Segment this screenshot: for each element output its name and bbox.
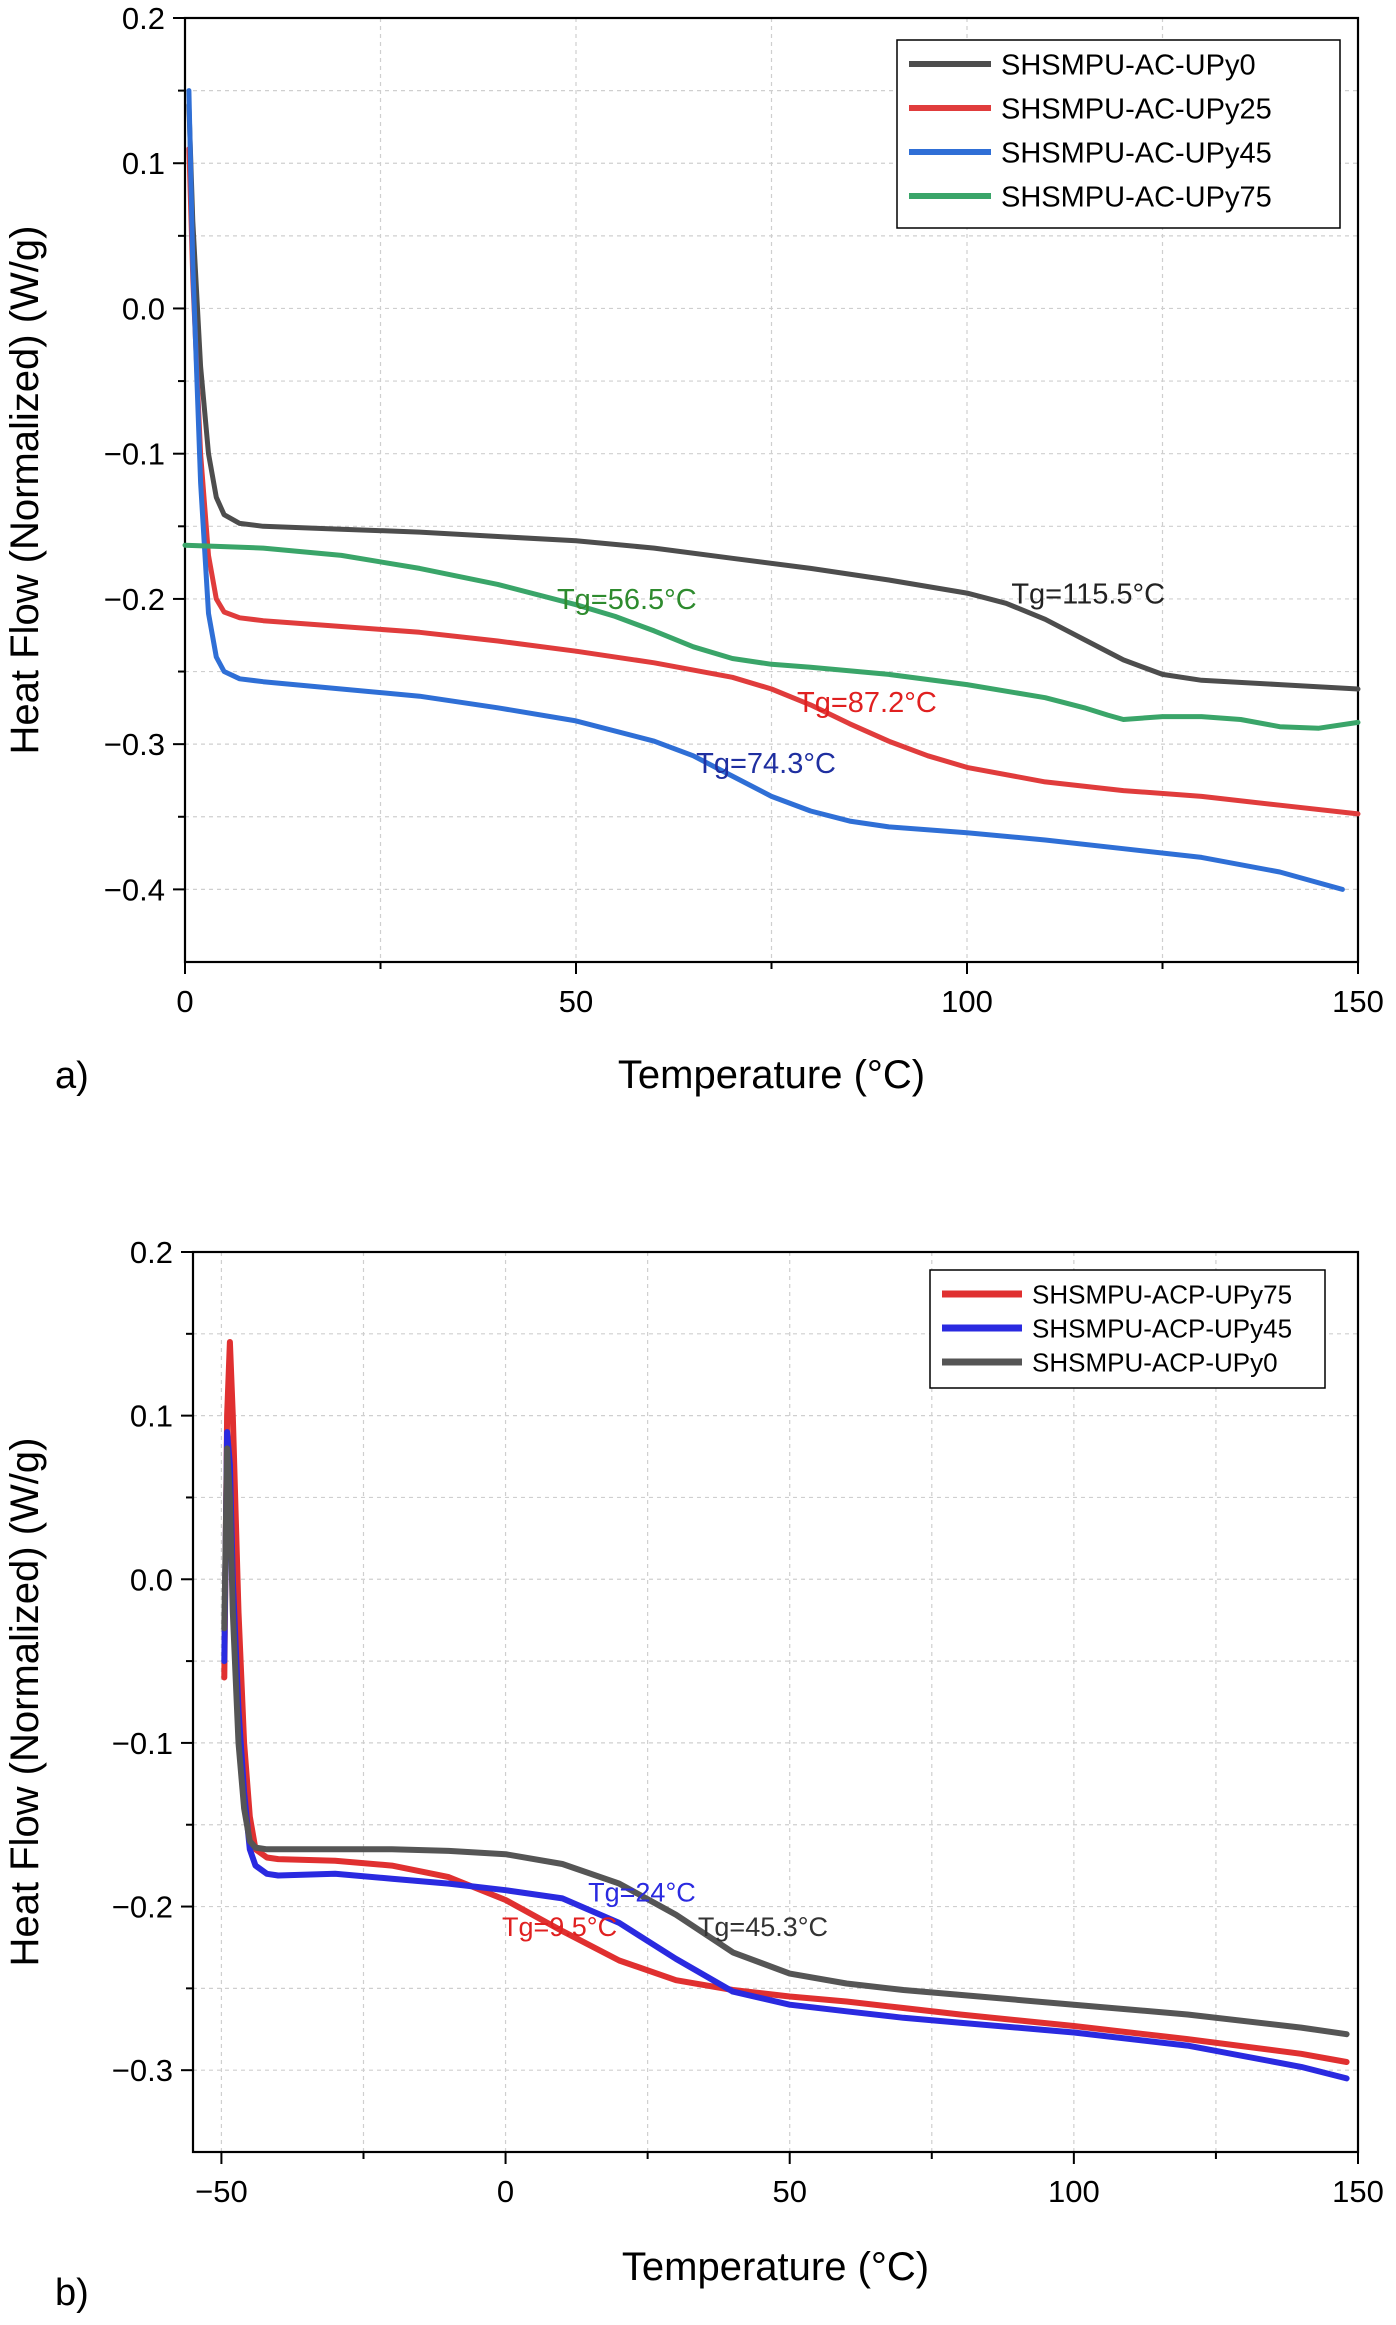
y-tick-label: 0.0	[130, 1562, 173, 1597]
chart-panel-a: 0 50 100 150 −0.4 −0.3 −0.2 −0.1 0.0 0.1 0.2 Temper…	[3, 1, 1384, 1097]
x-tick-label: −50	[195, 2174, 248, 2209]
grid	[193, 1252, 1358, 2152]
tg-annotation: Tg=45.3°C	[698, 1912, 828, 1942]
series-line-0	[186, 102, 1361, 692]
chart-panel-b: −50 0 50 100 150 −0.3 −0.2 −0.1 0.0 0.1 0.2 Tempera…	[3, 1235, 1384, 2314]
legend-entry: SHSMPU-ACP-UPy45	[1032, 1313, 1292, 1343]
y-tick-label: 0.1	[122, 146, 165, 181]
series-line-2	[221, 1445, 1350, 2038]
legend-entry: SHSMPU-AC-UPy75	[1001, 181, 1272, 213]
x-tick-label: 150	[1332, 984, 1384, 1019]
x-tick-label: 50	[772, 2174, 806, 2209]
y-tick-label: 0.2	[130, 1235, 173, 1270]
legend-entry: SHSMPU-ACP-UPy0	[1032, 1347, 1278, 1377]
x-tick-label: 50	[559, 984, 593, 1019]
y-tick-label: −0.1	[104, 437, 165, 472]
legend-entry: SHSMPU-ACP-UPy75	[1032, 1279, 1292, 1309]
legend: SHSMPU-ACP-UPy75 SHSMPU-ACP-UPy45 SHSMPU-A…	[929, 1269, 1326, 1389]
x-tick-label: 0	[176, 984, 193, 1019]
tg-annotation: Tg=74.3°C	[696, 748, 836, 780]
x-tick-label: 0	[497, 2174, 514, 2209]
y-tick-label: 0.0	[122, 291, 165, 326]
ticks: 0 50 100 150 −0.4 −0.3 −0.2 −0.1 0.0 0.1 0.2	[104, 1, 1384, 1019]
annotations: Tg=9.5°C Tg=24°CTg=45.3°C	[502, 1878, 828, 1942]
series-line-1	[186, 146, 1361, 817]
x-axis-label: Temperature (°C)	[618, 1053, 925, 1097]
legend-entry: SHSMPU-AC-UPy25	[1001, 93, 1272, 125]
tg-annotation: Tg=115.5°C	[1011, 578, 1165, 610]
series-lines	[182, 88, 1361, 892]
x-tick-label: 100	[941, 984, 993, 1019]
tg-annotation: Tg=87.2°C	[797, 687, 937, 719]
ticks: −50 0 50 100 150 −0.3 −0.2 −0.1 0.0 0.1 0.2	[112, 1235, 1384, 2209]
y-tick-label: −0.3	[104, 727, 165, 762]
tg-annotation: Tg=56.5°C	[557, 584, 697, 616]
y-tick-label: −0.2	[104, 582, 165, 617]
plot-frame	[191, 1250, 1360, 2154]
y-tick-label: −0.1	[112, 1726, 173, 1761]
x-tick-label: 150	[1332, 2174, 1384, 2209]
x-tick-label: 100	[1048, 2174, 1100, 2209]
y-tick-label: 0.1	[130, 1399, 173, 1434]
y-axis-label: Heat Flow (Normalized) (W/g)	[3, 226, 47, 755]
panel-label: a)	[55, 1055, 89, 1097]
tg-annotation: Tg=24°C	[588, 1878, 696, 1908]
series-line-0	[221, 1339, 1350, 2065]
grid	[185, 18, 1358, 962]
annotations: Tg=115.5°C Tg=56.5°C Tg=87.2°C Tg=74.3°C	[557, 578, 1165, 780]
panel-label: b)	[55, 2272, 89, 2314]
legend-entry: SHSMPU-AC-UPy0	[1001, 49, 1256, 81]
tg-annotation: Tg=9.5°C	[502, 1912, 617, 1942]
y-tick-label: −0.3	[112, 2053, 173, 2088]
legend: SHSMPU-AC-UPy0 SHSMPU-AC-UPy25 SHSMPU-AC-U…	[896, 39, 1341, 229]
y-tick-label: −0.2	[112, 1890, 173, 1925]
y-axis-label: Heat Flow (Normalized) (W/g)	[3, 1438, 47, 1967]
legend-entry: SHSMPU-AC-UPy45	[1001, 137, 1272, 169]
y-tick-label: 0.2	[122, 1, 165, 36]
y-tick-label: −0.4	[104, 872, 165, 907]
series-line-2	[186, 88, 1345, 892]
series-line-1	[221, 1429, 1350, 2082]
series-lines	[221, 1339, 1350, 2082]
x-axis-label: Temperature (°C)	[622, 2245, 929, 2289]
series-line-3	[182, 542, 1361, 731]
